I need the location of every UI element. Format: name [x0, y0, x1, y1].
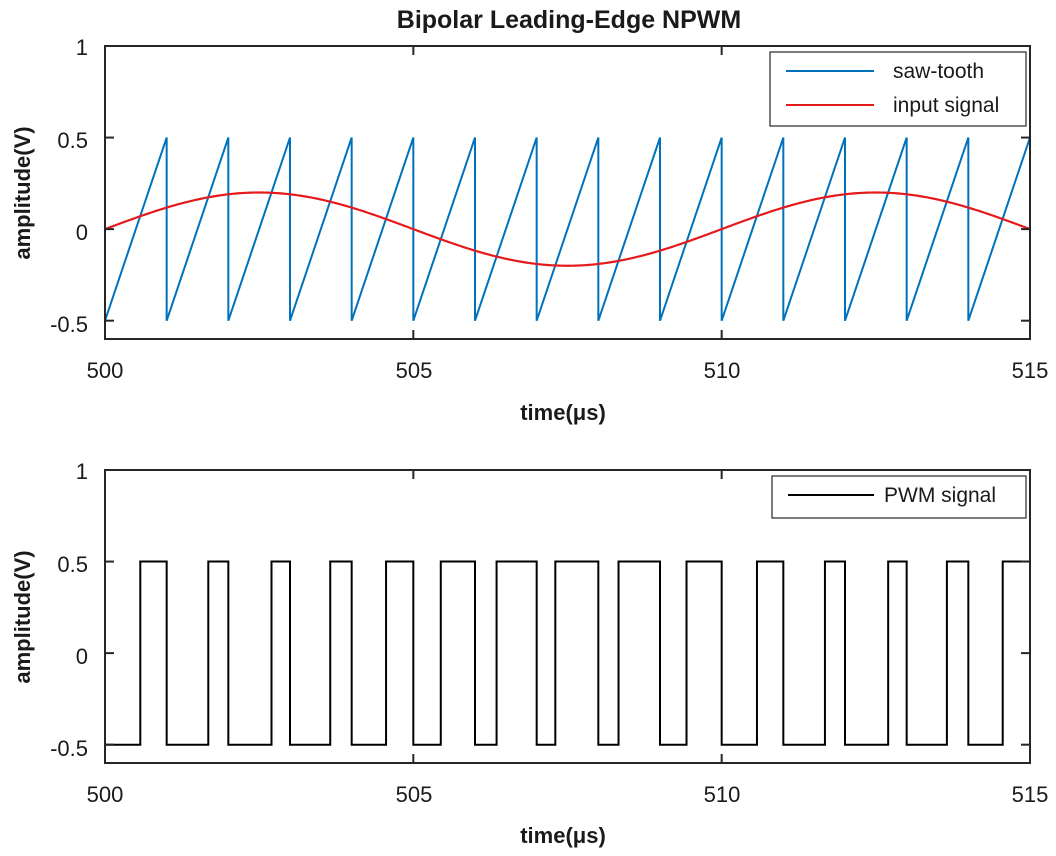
bottom-plot-frame	[104, 469, 1031, 764]
bottom-y-tick-label-0.5: 0.5	[57, 552, 88, 577]
top-y-tick-label-neg0.5: -0.5	[50, 312, 88, 337]
top-x-tick-label-515: 515	[1012, 358, 1049, 383]
bottom-y-axis-label: amplitude(V)	[10, 550, 35, 683]
bottom-x-tick-label-510: 510	[704, 782, 741, 807]
top-chart: Bipolar Leading-Edge NPWM 1 0.5 0 -0.5 5…	[10, 6, 1048, 425]
top-y-tick-label-0: 0	[76, 220, 88, 245]
top-legend-box	[769, 51, 1027, 127]
bottom-x-tick-label-500: 500	[87, 782, 124, 807]
top-x-tick-label-510: 510	[704, 358, 741, 383]
legend-label-saw-tooth: saw-tooth	[893, 60, 984, 83]
top-y-axis-label: amplitude(V)	[10, 126, 35, 259]
top-y-tick-label-0.5: 0.5	[57, 128, 88, 153]
bottom-series-lines	[105, 560, 1030, 746]
bottom-y-tick-label-neg0.5: -0.5	[50, 736, 88, 761]
top-legend: saw-tooth input signal	[769, 51, 1027, 127]
bottom-legend: PWM signal	[771, 475, 1027, 519]
chart-title: Bipolar Leading-Edge NPWM	[397, 6, 741, 34]
legend-label-pwm-signal: PWM signal	[884, 484, 996, 507]
top-x-tick-label-500: 500	[87, 358, 124, 383]
bottom-tick-marks	[104, 469, 1031, 763]
top-y-tick-label-1: 1	[76, 35, 88, 60]
top-x-axis-label: time(μs)	[520, 400, 606, 425]
top-tick-marks	[104, 45, 1031, 339]
bottom-legend-box	[771, 475, 1027, 519]
bottom-x-axis-label: time(μs)	[520, 823, 606, 848]
pwm-signal-line	[105, 560, 1030, 746]
bottom-chart: 1 0.5 0 -0.5 500 505 510 515 time(μs) am…	[10, 459, 1048, 848]
top-x-tick-label-505: 505	[396, 358, 433, 383]
bottom-y-tick-label-1: 1	[76, 459, 88, 484]
saw-tooth-line	[104, 137, 1031, 322]
bottom-x-tick-label-515: 515	[1012, 782, 1049, 807]
input-signal-line	[104, 191, 1031, 267]
bottom-y-tick-label-0: 0	[76, 644, 88, 669]
bottom-plot-area	[105, 470, 1030, 763]
bottom-x-tick-label-505: 505	[396, 782, 433, 807]
legend-label-input-signal: input signal	[893, 94, 999, 117]
top-series-lines	[104, 137, 1031, 322]
top-plot-frame	[104, 45, 1031, 340]
